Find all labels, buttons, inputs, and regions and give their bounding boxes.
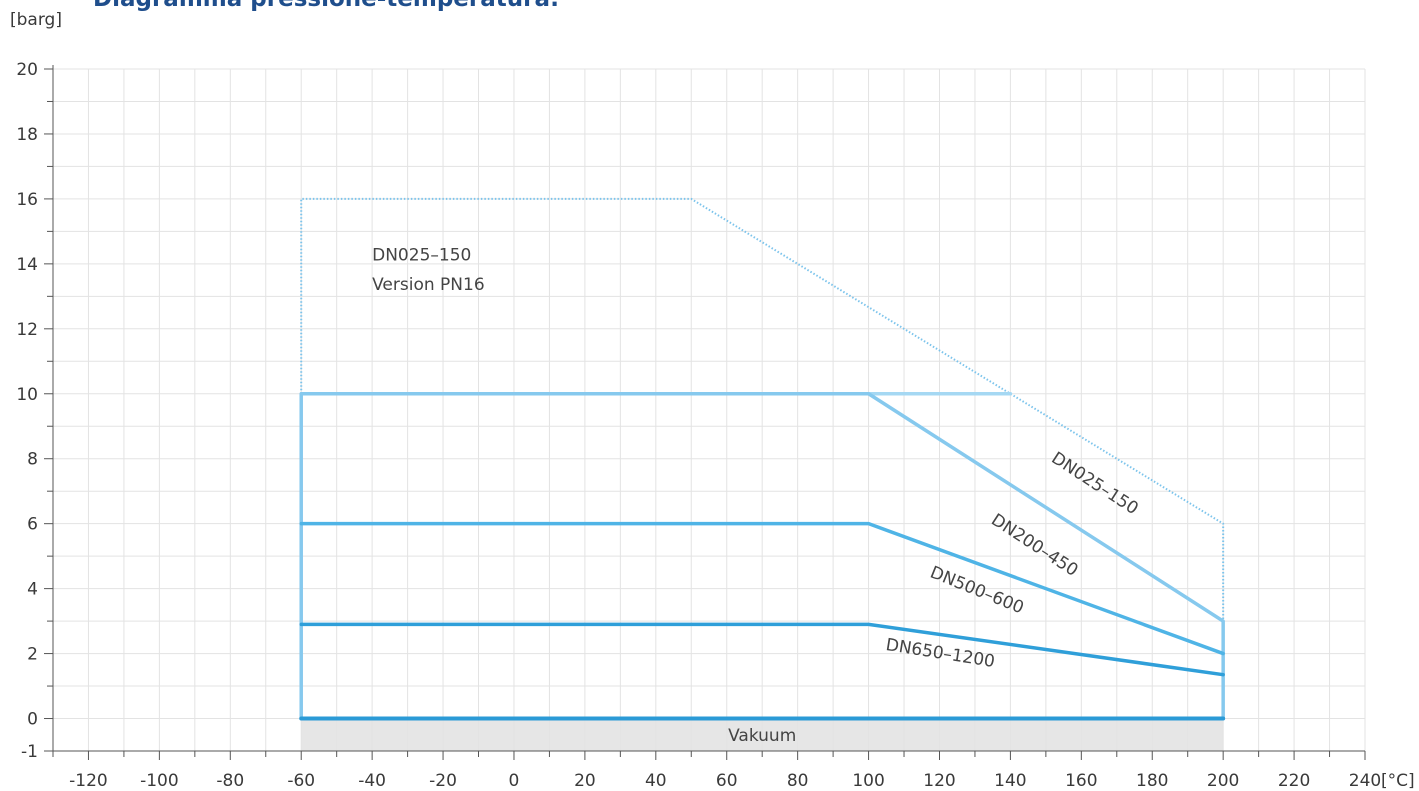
x-tick-label: -40 [358, 771, 386, 791]
y-tick-label: 16 [16, 190, 38, 210]
x-tick-label: 40 [645, 771, 667, 791]
y-tick-label: 4 [27, 580, 38, 600]
y-tick-label: 2 [27, 645, 38, 665]
x-tick-label: 100 [852, 771, 884, 791]
vacuum-label: Vakuum [728, 726, 796, 746]
y-tick-label: 0 [27, 710, 38, 730]
x-tick-label: -20 [429, 771, 457, 791]
y-tick-label: 14 [16, 255, 38, 275]
x-tick-label: 200 [1207, 771, 1239, 791]
x-tick-label: 240 [1349, 771, 1381, 791]
y-tick-label: 10 [16, 385, 38, 405]
y-tick-label: 20 [16, 60, 38, 80]
series-annotation-label: DN500–600 [927, 563, 1026, 619]
y-tick-label: 12 [16, 320, 38, 340]
series-line [300, 197, 1225, 622]
y-tick-label: 18 [16, 125, 38, 145]
x-tick-label: 80 [787, 771, 809, 791]
series-annotation-label: Version PN16 [372, 275, 485, 295]
series-line [299, 521, 1225, 656]
x-tick-label: -120 [69, 771, 108, 791]
x-tick-label: -80 [216, 771, 244, 791]
y-tick-label: 6 [27, 515, 38, 535]
y-axis-label: [barg] [10, 10, 62, 30]
grid [52, 68, 1366, 752]
x-tick-label: 60 [716, 771, 738, 791]
y-tick-label: 8 [27, 450, 38, 470]
x-tick-label: 120 [923, 771, 955, 791]
x-tick-label: 0 [509, 771, 520, 791]
x-tick-label: 140 [994, 771, 1026, 791]
y-tick-label: -1 [21, 742, 38, 762]
axes: -120 -100 -80 -60 -40 -20 0 20 40 60 80 100 120 140 16… [16, 60, 1381, 791]
x-axis-label: [°C] [1381, 771, 1415, 791]
x-tick-label: 20 [574, 771, 596, 791]
series-line [299, 622, 1225, 677]
x-tick-label: 220 [1278, 771, 1310, 791]
x-tick-label: 160 [1065, 771, 1097, 791]
x-tick-label: 180 [1136, 771, 1168, 791]
x-tick-label: -100 [140, 771, 179, 791]
chart-title: Diagramma pressione-temperatura: [93, 0, 559, 12]
x-tick-label: -60 [287, 771, 315, 791]
series-group [299, 197, 1226, 721]
series-annotation-label: DN025–150 [372, 246, 471, 266]
